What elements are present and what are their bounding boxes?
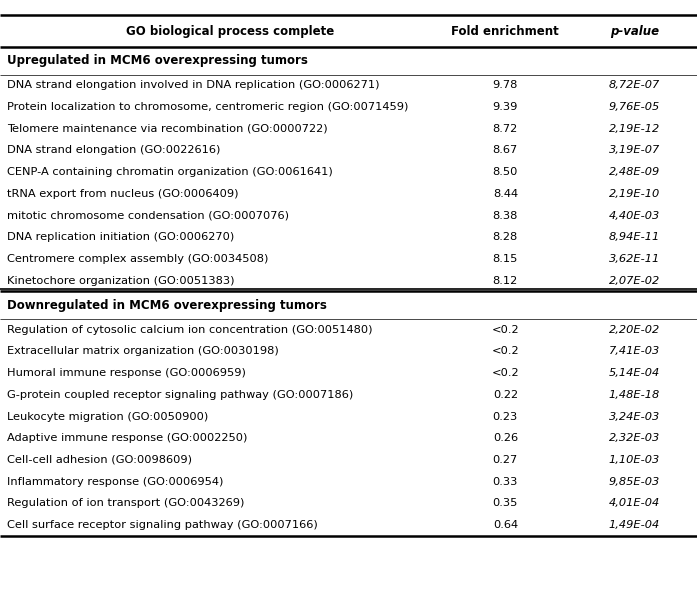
Text: Regulation of cytosolic calcium ion concentration (GO:0051480): Regulation of cytosolic calcium ion conc… <box>7 325 372 335</box>
Text: 9,85E-03: 9,85E-03 <box>608 477 660 486</box>
Text: Humoral immune response (GO:0006959): Humoral immune response (GO:0006959) <box>7 368 246 378</box>
Text: 9,76E-05: 9,76E-05 <box>608 102 660 112</box>
Text: 8.15: 8.15 <box>493 254 518 264</box>
Text: DNA replication initiation (GO:0006270): DNA replication initiation (GO:0006270) <box>7 232 234 242</box>
Text: Extracellular matrix organization (GO:0030198): Extracellular matrix organization (GO:00… <box>7 346 279 356</box>
Text: Inflammatory response (GO:0006954): Inflammatory response (GO:0006954) <box>7 477 223 486</box>
Text: 2,48E-09: 2,48E-09 <box>608 167 660 177</box>
Text: 9.78: 9.78 <box>493 81 518 90</box>
Text: tRNA export from nucleus (GO:0006409): tRNA export from nucleus (GO:0006409) <box>7 189 238 199</box>
Text: 2,20E-02: 2,20E-02 <box>608 325 660 335</box>
Text: <0.2: <0.2 <box>491 325 519 335</box>
Text: 0.64: 0.64 <box>493 520 518 530</box>
Text: 3,62E-11: 3,62E-11 <box>608 254 660 264</box>
Text: 8.67: 8.67 <box>493 145 518 155</box>
Text: Leukocyte migration (GO:0050900): Leukocyte migration (GO:0050900) <box>7 412 208 422</box>
Text: G-protein coupled receptor signaling pathway (GO:0007186): G-protein coupled receptor signaling pat… <box>7 390 353 400</box>
Text: DNA strand elongation (GO:0022616): DNA strand elongation (GO:0022616) <box>7 145 220 155</box>
Text: 3,19E-07: 3,19E-07 <box>608 145 660 155</box>
Text: 0.26: 0.26 <box>493 433 518 443</box>
Text: Centromere complex assembly (GO:0034508): Centromere complex assembly (GO:0034508) <box>7 254 268 264</box>
Text: CENP-A containing chromatin organization (GO:0061641): CENP-A containing chromatin organization… <box>7 167 332 177</box>
Text: 0.22: 0.22 <box>493 390 518 400</box>
Text: 3,24E-03: 3,24E-03 <box>608 412 660 422</box>
Text: 0.27: 0.27 <box>493 455 518 465</box>
Text: Telomere maintenance via recombination (GO:0000722): Telomere maintenance via recombination (… <box>7 124 328 134</box>
Text: Cell-cell adhesion (GO:0098609): Cell-cell adhesion (GO:0098609) <box>7 455 192 465</box>
Text: p-value: p-value <box>610 24 659 38</box>
Text: 0.35: 0.35 <box>493 499 518 508</box>
Text: DNA strand elongation involved in DNA replication (GO:0006271): DNA strand elongation involved in DNA re… <box>7 81 379 90</box>
Text: 2,19E-12: 2,19E-12 <box>608 124 660 134</box>
Text: 8.44: 8.44 <box>493 189 518 199</box>
Text: Fold enrichment: Fold enrichment <box>452 24 559 38</box>
Text: 0.23: 0.23 <box>493 412 518 422</box>
Text: 8.72: 8.72 <box>493 124 518 134</box>
Text: Adaptive immune response (GO:0002250): Adaptive immune response (GO:0002250) <box>7 433 247 443</box>
Text: 9.39: 9.39 <box>493 102 518 112</box>
Text: Protein localization to chromosome, centromeric region (GO:0071459): Protein localization to chromosome, cent… <box>7 102 408 112</box>
Text: 2,07E-02: 2,07E-02 <box>608 276 660 285</box>
Text: 5,14E-04: 5,14E-04 <box>608 368 660 378</box>
Text: 8,94E-11: 8,94E-11 <box>608 232 660 242</box>
Text: <0.2: <0.2 <box>491 368 519 378</box>
Text: 2,19E-10: 2,19E-10 <box>608 189 660 199</box>
Text: Upregulated in MCM6 overexpressing tumors: Upregulated in MCM6 overexpressing tumor… <box>7 54 308 67</box>
Text: 8.12: 8.12 <box>493 276 518 285</box>
Text: Cell surface receptor signaling pathway (GO:0007166): Cell surface receptor signaling pathway … <box>7 520 318 530</box>
Text: 4,01E-04: 4,01E-04 <box>608 499 660 508</box>
Text: GO biological process complete: GO biological process complete <box>126 24 334 38</box>
Text: 8.50: 8.50 <box>493 167 518 177</box>
Text: 0.33: 0.33 <box>493 477 518 486</box>
Text: 8,72E-07: 8,72E-07 <box>608 81 660 90</box>
Text: Kinetochore organization (GO:0051383): Kinetochore organization (GO:0051383) <box>7 276 234 285</box>
Text: 1,49E-04: 1,49E-04 <box>608 520 660 530</box>
Text: <0.2: <0.2 <box>491 346 519 356</box>
Text: Downregulated in MCM6 overexpressing tumors: Downregulated in MCM6 overexpressing tum… <box>7 299 327 312</box>
Text: 4,40E-03: 4,40E-03 <box>608 211 660 221</box>
Text: 7,41E-03: 7,41E-03 <box>608 346 660 356</box>
Text: 1,10E-03: 1,10E-03 <box>608 455 660 465</box>
Text: 2,32E-03: 2,32E-03 <box>608 433 660 443</box>
Text: 8.28: 8.28 <box>493 232 518 242</box>
Text: 8.38: 8.38 <box>493 211 518 221</box>
Text: 1,48E-18: 1,48E-18 <box>608 390 660 400</box>
Text: Regulation of ion transport (GO:0043269): Regulation of ion transport (GO:0043269) <box>7 499 245 508</box>
Text: mitotic chromosome condensation (GO:0007076): mitotic chromosome condensation (GO:0007… <box>7 211 289 221</box>
